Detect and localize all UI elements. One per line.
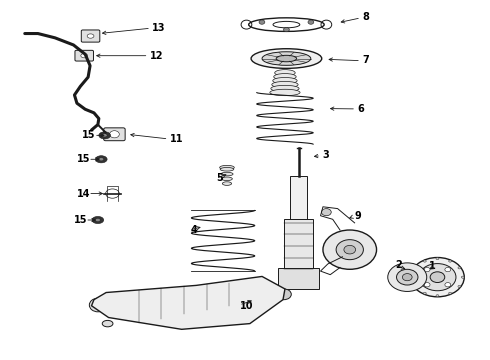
Circle shape [461,276,464,278]
Text: 1: 1 [429,261,436,271]
Ellipse shape [220,167,234,171]
Circle shape [458,285,461,288]
Circle shape [411,257,464,297]
Circle shape [436,295,439,297]
Circle shape [344,246,356,254]
Circle shape [445,283,451,287]
Bar [284,219,313,271]
Text: 13: 13 [152,23,166,33]
Ellipse shape [96,156,107,163]
Ellipse shape [81,54,88,58]
Text: 15: 15 [77,154,91,164]
Text: 6: 6 [357,104,364,113]
Ellipse shape [276,55,296,62]
Polygon shape [92,276,285,329]
Circle shape [388,263,427,292]
Circle shape [414,285,417,288]
Circle shape [430,272,445,283]
Ellipse shape [222,182,232,185]
Text: 11: 11 [170,134,183,144]
Circle shape [411,276,414,278]
Circle shape [396,269,418,285]
Text: 15: 15 [82,130,95,140]
Text: 9: 9 [355,211,361,221]
Circle shape [445,267,451,272]
Text: 15: 15 [74,215,87,225]
Circle shape [402,274,412,281]
Ellipse shape [271,85,299,92]
Ellipse shape [262,52,311,65]
Ellipse shape [94,302,102,308]
Text: 3: 3 [322,150,329,160]
Circle shape [458,267,461,269]
Circle shape [284,27,289,32]
FancyBboxPatch shape [104,128,125,141]
Circle shape [419,264,456,291]
Circle shape [323,230,376,269]
Circle shape [436,257,439,260]
Text: 7: 7 [362,55,368,65]
Circle shape [449,260,452,262]
Ellipse shape [274,73,296,80]
FancyBboxPatch shape [81,30,100,42]
Circle shape [424,267,430,272]
Circle shape [414,267,417,269]
Ellipse shape [221,177,232,181]
Text: 14: 14 [77,189,91,199]
Ellipse shape [220,165,234,170]
Circle shape [423,292,426,294]
Circle shape [449,292,452,294]
Ellipse shape [270,89,300,96]
Ellipse shape [102,320,113,327]
Circle shape [308,20,314,24]
Ellipse shape [272,81,298,88]
Text: 8: 8 [362,13,369,22]
Ellipse shape [89,298,106,312]
Text: 5: 5 [217,173,223,183]
Ellipse shape [275,69,295,76]
Ellipse shape [87,34,94,38]
Circle shape [423,260,426,262]
Ellipse shape [99,132,111,139]
Circle shape [277,289,291,300]
Circle shape [321,208,331,216]
Text: 2: 2 [395,260,402,270]
FancyBboxPatch shape [75,50,94,61]
Circle shape [259,20,265,24]
Bar [290,176,307,219]
Circle shape [336,240,364,260]
Circle shape [110,131,119,138]
Ellipse shape [102,134,107,137]
Text: 10: 10 [240,301,254,311]
Ellipse shape [251,49,322,68]
Ellipse shape [96,219,100,222]
Ellipse shape [92,216,104,224]
Circle shape [424,283,430,287]
Ellipse shape [221,172,233,176]
Text: 4: 4 [191,225,197,235]
Bar [278,267,319,289]
Ellipse shape [99,158,104,161]
Ellipse shape [273,77,297,84]
Text: 12: 12 [150,51,164,61]
